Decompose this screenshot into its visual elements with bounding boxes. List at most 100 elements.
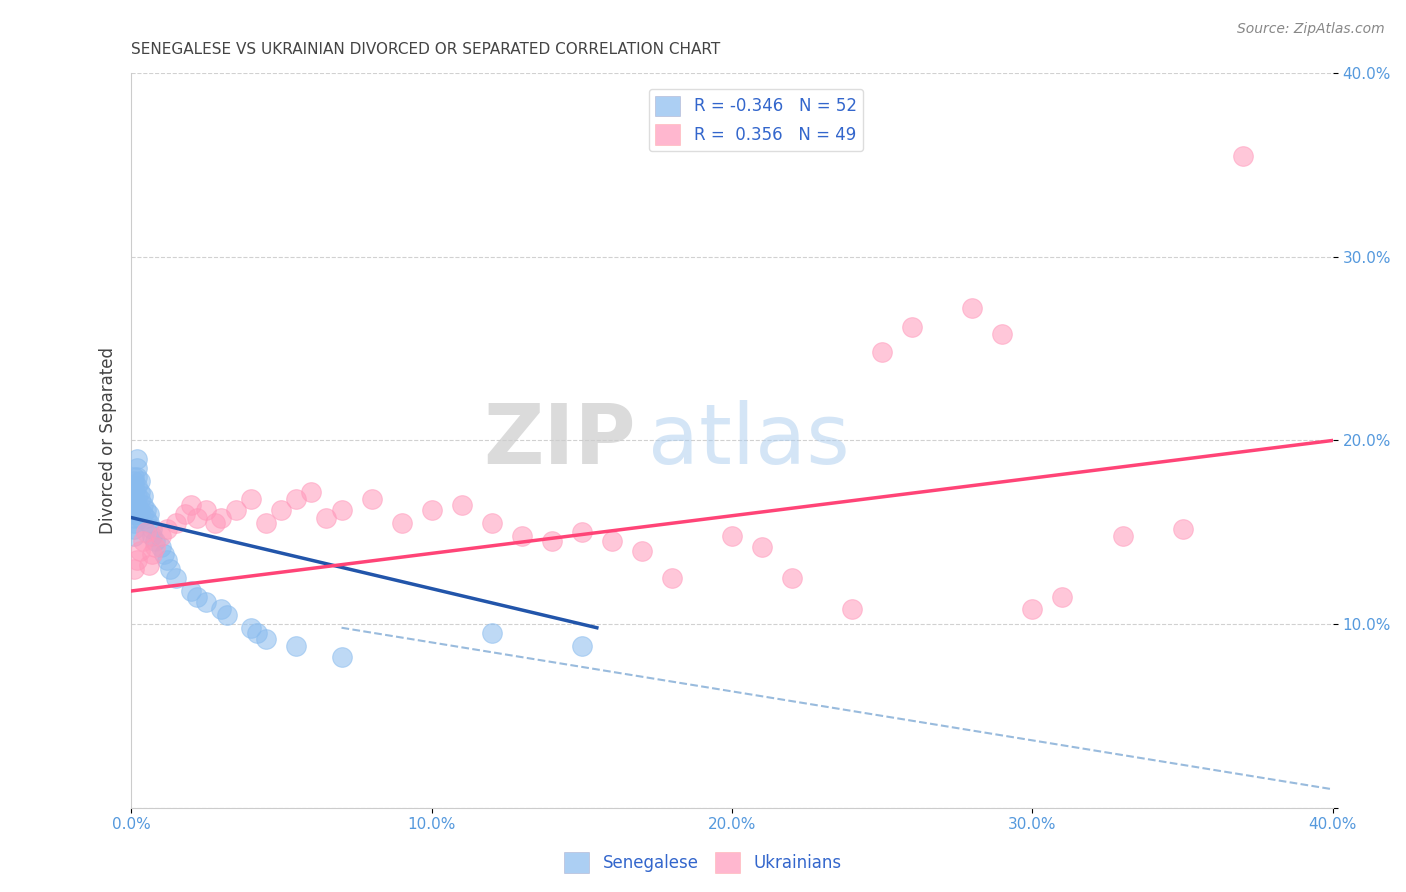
Text: SENEGALESE VS UKRAINIAN DIVORCED OR SEPARATED CORRELATION CHART: SENEGALESE VS UKRAINIAN DIVORCED OR SEPA… bbox=[131, 42, 720, 57]
Point bbox=[780, 571, 803, 585]
Point bbox=[631, 543, 654, 558]
Point bbox=[571, 639, 593, 653]
Point bbox=[420, 503, 443, 517]
Text: ZIP: ZIP bbox=[484, 400, 636, 481]
Text: atlas: atlas bbox=[648, 400, 849, 481]
Point bbox=[127, 489, 149, 503]
Point bbox=[540, 534, 562, 549]
Point bbox=[751, 540, 773, 554]
Point bbox=[180, 584, 202, 599]
Point bbox=[122, 507, 145, 521]
Point bbox=[143, 534, 166, 549]
Point bbox=[901, 319, 924, 334]
Point bbox=[122, 470, 145, 484]
Point bbox=[129, 503, 152, 517]
Point bbox=[180, 498, 202, 512]
Point bbox=[1021, 602, 1043, 616]
Point bbox=[141, 522, 163, 536]
Point bbox=[122, 489, 145, 503]
Point bbox=[330, 503, 353, 517]
Point bbox=[135, 503, 157, 517]
Point bbox=[127, 470, 149, 484]
Point bbox=[1052, 590, 1074, 604]
Point bbox=[127, 451, 149, 466]
Point bbox=[360, 492, 382, 507]
Point bbox=[209, 602, 232, 616]
Point bbox=[135, 525, 157, 540]
Point bbox=[391, 516, 413, 530]
Point bbox=[138, 516, 160, 530]
Point bbox=[254, 516, 277, 530]
Point bbox=[315, 510, 337, 524]
Point bbox=[127, 507, 149, 521]
Point bbox=[254, 632, 277, 646]
Point bbox=[571, 525, 593, 540]
Point bbox=[141, 547, 163, 561]
Y-axis label: Divorced or Separated: Divorced or Separated bbox=[100, 347, 117, 534]
Point bbox=[122, 484, 145, 499]
Point bbox=[129, 510, 152, 524]
Point bbox=[135, 510, 157, 524]
Point bbox=[159, 562, 181, 576]
Point bbox=[481, 626, 503, 640]
Point bbox=[153, 547, 176, 561]
Point bbox=[143, 540, 166, 554]
Point bbox=[132, 507, 155, 521]
Point bbox=[204, 516, 226, 530]
Point bbox=[301, 484, 323, 499]
Point bbox=[156, 522, 179, 536]
Point bbox=[225, 503, 247, 517]
Point bbox=[1232, 149, 1254, 163]
Point bbox=[132, 534, 155, 549]
Point bbox=[240, 492, 263, 507]
Point bbox=[129, 484, 152, 499]
Point bbox=[122, 492, 145, 507]
Point bbox=[129, 492, 152, 507]
Point bbox=[721, 529, 744, 543]
Point bbox=[450, 498, 472, 512]
Legend: R = -0.346   N = 52, R =  0.356   N = 49: R = -0.346 N = 52, R = 0.356 N = 49 bbox=[648, 89, 863, 152]
Point bbox=[122, 498, 145, 512]
Point bbox=[141, 529, 163, 543]
Point bbox=[138, 507, 160, 521]
Point bbox=[1171, 522, 1194, 536]
Point bbox=[870, 345, 893, 359]
Point bbox=[246, 626, 269, 640]
Point bbox=[138, 558, 160, 573]
Point bbox=[122, 516, 145, 530]
Point bbox=[174, 507, 197, 521]
Point bbox=[600, 534, 623, 549]
Point bbox=[510, 529, 533, 543]
Legend: Senegalese, Ukrainians: Senegalese, Ukrainians bbox=[558, 846, 848, 880]
Point bbox=[122, 510, 145, 524]
Point bbox=[127, 461, 149, 475]
Point bbox=[129, 543, 152, 558]
Point bbox=[129, 474, 152, 488]
Point bbox=[285, 492, 308, 507]
Point bbox=[195, 503, 218, 517]
Point bbox=[165, 516, 187, 530]
Point bbox=[122, 479, 145, 493]
Point bbox=[217, 607, 239, 622]
Point bbox=[127, 498, 149, 512]
Point bbox=[661, 571, 683, 585]
Text: Source: ZipAtlas.com: Source: ZipAtlas.com bbox=[1237, 22, 1385, 37]
Point bbox=[209, 510, 232, 524]
Point bbox=[122, 503, 145, 517]
Point bbox=[127, 479, 149, 493]
Point bbox=[195, 595, 218, 609]
Point bbox=[122, 522, 145, 536]
Point bbox=[156, 553, 179, 567]
Point bbox=[962, 301, 984, 316]
Point bbox=[1111, 529, 1133, 543]
Point bbox=[240, 621, 263, 635]
Point bbox=[991, 326, 1014, 341]
Point bbox=[481, 516, 503, 530]
Point bbox=[132, 489, 155, 503]
Point bbox=[186, 510, 208, 524]
Point bbox=[122, 474, 145, 488]
Point bbox=[122, 562, 145, 576]
Point bbox=[186, 590, 208, 604]
Point bbox=[150, 529, 173, 543]
Point bbox=[330, 650, 353, 665]
